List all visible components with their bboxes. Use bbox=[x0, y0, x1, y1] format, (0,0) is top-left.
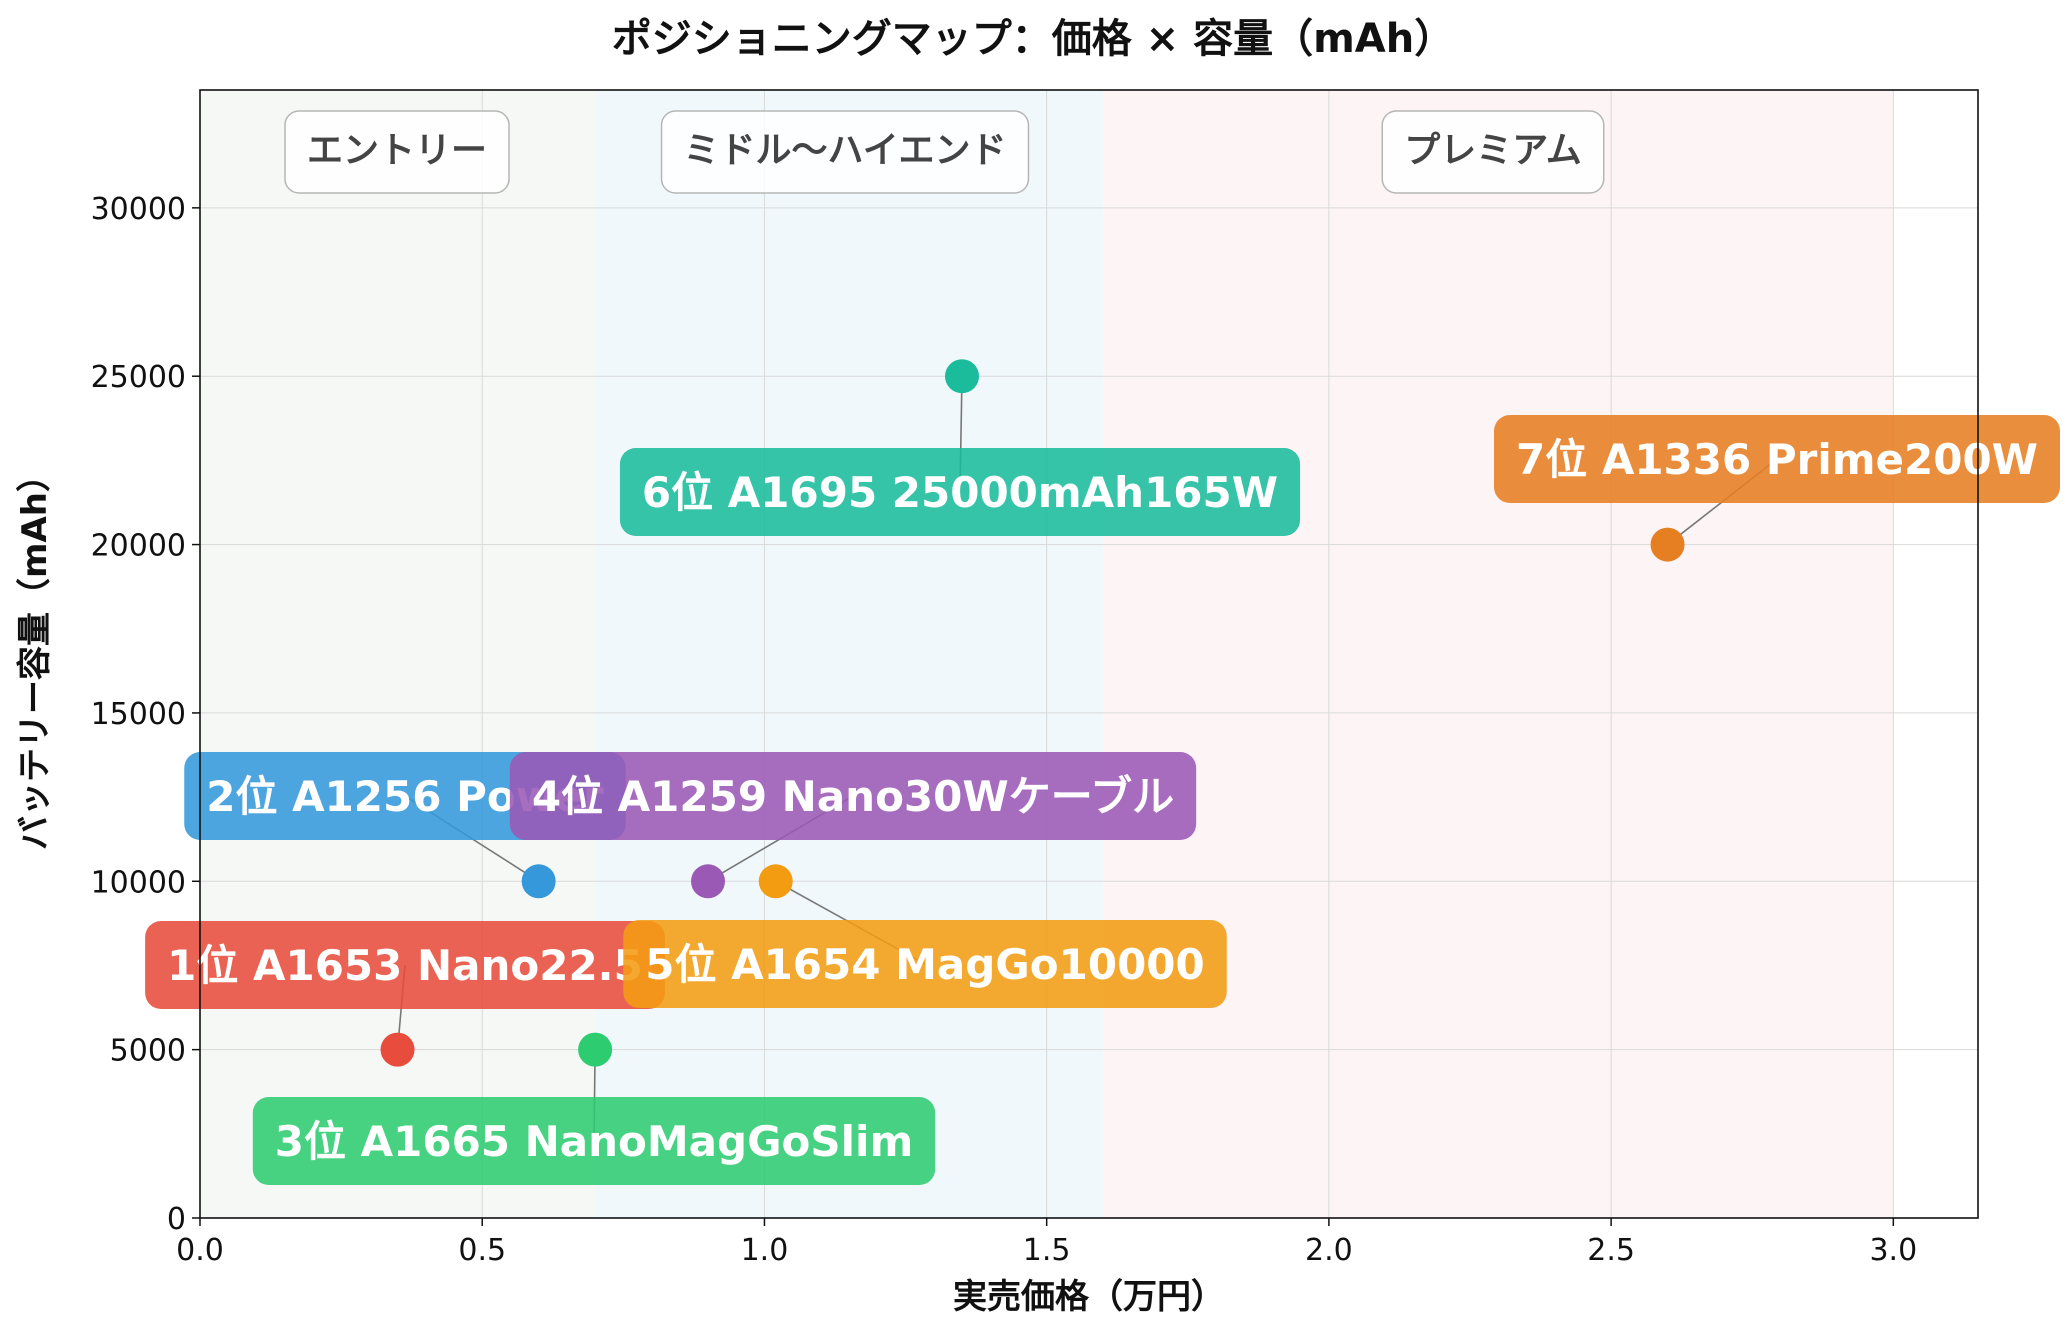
data-point-group-5: 5位 A1654 MagGo10000 bbox=[623, 864, 1227, 1008]
zone-label-box bbox=[284, 110, 510, 194]
x-tick-label: 0.0 bbox=[176, 1233, 224, 1268]
data-point-6-a1695-25000mah165w bbox=[945, 359, 979, 394]
x-tick-label: 2.5 bbox=[1587, 1233, 1635, 1268]
zone-label-3: プレミアム bbox=[1381, 110, 1605, 194]
zone-label-text: エントリー bbox=[307, 130, 487, 171]
data-point-group-6: 6位 A1695 25000mAh165W bbox=[619, 359, 1301, 536]
y-tick-label: 20000 bbox=[91, 529, 186, 564]
y-tick-label: 15000 bbox=[91, 697, 186, 732]
point-label: 4位 A1259 Nano30Wケーブル bbox=[532, 772, 1174, 821]
point-label-box bbox=[509, 752, 1197, 840]
zone-label-2: ミドル〜ハイエンド bbox=[660, 110, 1030, 194]
plot-frame bbox=[199, 89, 1979, 1219]
zone-label-text: プレミアム bbox=[1404, 130, 1581, 171]
point-label: 5位 A1654 MagGo10000 bbox=[645, 940, 1205, 989]
x-tick-label: 0.5 bbox=[458, 1233, 506, 1268]
zone-label-layer: エントリー ミドル〜ハイエンド プレミアム bbox=[284, 110, 1605, 194]
data-point-4-a1259-nano30w bbox=[691, 864, 725, 899]
data-point-group-7: 7位 A1336 Prime200W bbox=[1493, 415, 2061, 562]
point-label-box bbox=[145, 921, 665, 1009]
zone-background-2 bbox=[595, 90, 1104, 1218]
y-tick-label: 25000 bbox=[91, 360, 186, 395]
x-axis-label: 実売価格（万円） bbox=[953, 1277, 1225, 1317]
data-point-3-a1665-nanomaggoslim bbox=[578, 1032, 613, 1067]
chart-title: ポジショニングマップ：価格 × 容量（mAh） bbox=[612, 16, 1454, 62]
x-tick-label: 3.0 bbox=[1869, 1233, 1917, 1268]
zones-layer bbox=[200, 90, 1894, 1218]
zone-label-1: エントリー bbox=[284, 110, 510, 194]
point-label-box bbox=[1493, 415, 2061, 503]
zone-label-box bbox=[1381, 110, 1605, 194]
y-tick-label: 30000 bbox=[91, 192, 186, 227]
zone-label-box bbox=[660, 110, 1030, 194]
point-label: 7位 A1336 Prime200W bbox=[1516, 435, 2038, 484]
data-point-5-a1654-maggo10000 bbox=[758, 864, 793, 899]
y-axis-label: バッテリー容量（mAh） bbox=[15, 458, 55, 850]
zone-label-text: ミドル〜ハイエンド bbox=[684, 130, 1007, 171]
data-point-group-1: 1位 A1653 Nano22.5 bbox=[145, 921, 665, 1067]
x-tick-label: 1.0 bbox=[741, 1233, 789, 1268]
point-label-box bbox=[619, 448, 1301, 536]
y-tick-label: 5000 bbox=[110, 1034, 186, 1069]
zone-background-1 bbox=[200, 90, 596, 1218]
ticks-layer: 0.0 0.5 1.0 1.5 2.0 2.5 3.0 0 5000 10000 15000 2000… bbox=[91, 192, 1918, 1268]
data-point-2-a1256-power bbox=[521, 864, 556, 899]
y-tick-label: 0 bbox=[167, 1202, 186, 1237]
point-label-box bbox=[623, 920, 1227, 1008]
point-label-box bbox=[252, 1097, 936, 1185]
point-label: 3位 A1665 NanoMagGoSlim bbox=[275, 1117, 913, 1166]
point-label: 6位 A1695 25000mAh165W bbox=[642, 468, 1278, 517]
data-point-1-a1653-nano22-5 bbox=[380, 1032, 415, 1067]
data-point-group-3: 3位 A1665 NanoMagGoSlim bbox=[252, 1032, 936, 1185]
data-point-group-4: 4位 A1259 Nano30Wケーブル bbox=[509, 752, 1197, 899]
y-tick-label: 10000 bbox=[91, 865, 186, 900]
zone-background-3 bbox=[1103, 90, 1894, 1218]
point-label: 1位 A1653 Nano22.5 bbox=[167, 941, 643, 990]
x-tick-label: 2.0 bbox=[1305, 1233, 1353, 1268]
x-tick-label: 1.5 bbox=[1023, 1233, 1071, 1268]
data-point-7-a1336-prime200w bbox=[1650, 527, 1685, 562]
